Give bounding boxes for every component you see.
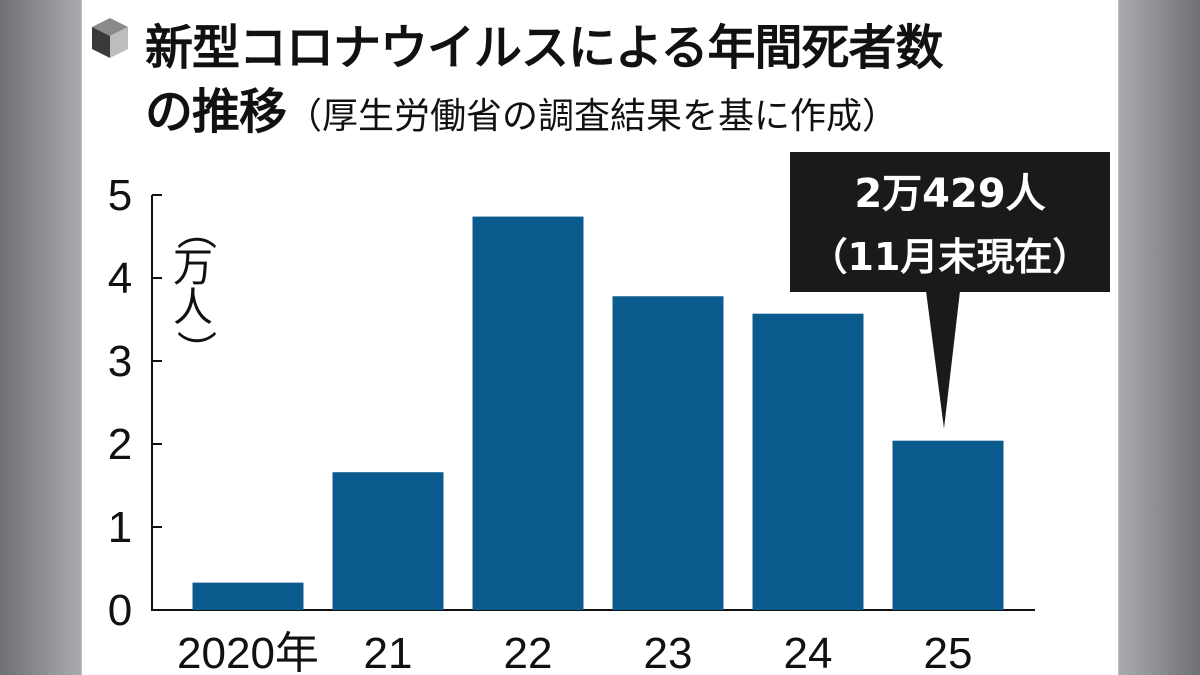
y-tick-label: 1 <box>108 503 132 552</box>
x-tick-label: 2020年 <box>177 629 319 675</box>
chart-subtitle: （厚生労働省の調査結果を基に作成） <box>286 96 899 137</box>
bar <box>192 582 304 610</box>
cube-icon <box>92 18 128 58</box>
bar <box>472 216 584 610</box>
chart-title-line2: の推移（厚生労働省の調査結果を基に作成） <box>145 72 898 142</box>
x-tick-label: 25 <box>924 629 973 675</box>
bar <box>612 296 724 610</box>
y-unit-char: ） <box>172 330 218 370</box>
x-tick-label: 23 <box>644 629 693 675</box>
chart-title-line1: 新型コロナウイルスによる年間死者数 <box>145 20 944 76</box>
y-tick-label: 0 <box>108 586 132 635</box>
callout-note: （11月末現在） <box>810 235 1091 279</box>
x-tick-label: 21 <box>364 629 413 675</box>
annotation-callout: 2万429人 （11月末現在） <box>790 152 1110 429</box>
bars <box>192 216 1004 610</box>
bar <box>892 440 1004 610</box>
x-tick-labels: 2020年 21 22 23 24 25 <box>177 629 972 675</box>
callout-box <box>790 152 1110 292</box>
callout-pointer <box>926 291 960 429</box>
chart-title-line2-text: の推移 <box>145 84 287 140</box>
y-tick-label: 4 <box>108 254 132 303</box>
x-tick-label: 24 <box>784 629 833 675</box>
bar <box>332 472 444 610</box>
callout-value: 2万429人 <box>854 171 1045 217</box>
y-axis-unit: （万人） <box>172 210 218 370</box>
y-ticks: 0 1 2 3 4 5 <box>108 171 162 635</box>
y-tick-label: 2 <box>108 420 132 469</box>
y-unit-char: 人 <box>173 285 213 331</box>
x-tick-label: 22 <box>504 629 553 675</box>
bar <box>752 313 864 610</box>
y-unit-char: 万 <box>173 245 213 291</box>
y-tick-label: 5 <box>108 171 132 220</box>
y-tick-label: 3 <box>108 337 132 386</box>
y-unit-char: （ <box>172 210 218 250</box>
